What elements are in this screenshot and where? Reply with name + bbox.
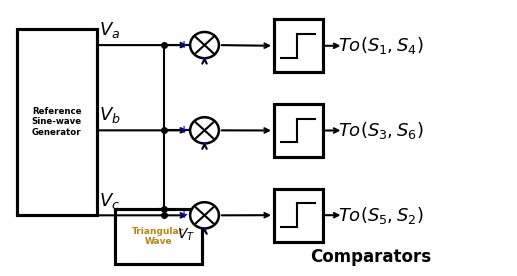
Text: -: - (202, 54, 207, 64)
Bar (274, 104, 323, 157)
Bar (115, 209, 202, 264)
Text: -: - (202, 139, 207, 149)
Text: +: + (180, 125, 188, 135)
Ellipse shape (190, 32, 219, 58)
Text: $V_T$: $V_T$ (177, 227, 195, 243)
Text: +: + (180, 210, 188, 220)
Text: Triangular
Wave: Triangular Wave (132, 227, 184, 246)
Text: $To(S_5, S_2)$: $To(S_5, S_2)$ (338, 205, 424, 226)
Text: +: + (180, 40, 188, 50)
Text: $V_a$: $V_a$ (99, 20, 120, 40)
Text: Comparators: Comparators (310, 248, 431, 266)
Ellipse shape (190, 202, 219, 229)
Text: Reference
Sine-wave
Generator: Reference Sine-wave Generator (32, 107, 82, 137)
Ellipse shape (190, 117, 219, 144)
Text: $V_c$: $V_c$ (99, 191, 120, 211)
Bar (17, 29, 97, 214)
Text: $To(S_3, S_6)$: $To(S_3, S_6)$ (338, 120, 424, 141)
Text: -: - (202, 224, 207, 234)
Bar (274, 189, 323, 242)
Text: $V_b$: $V_b$ (99, 105, 121, 125)
Text: $To(S_1, S_4)$: $To(S_1, S_4)$ (338, 34, 424, 55)
Bar (274, 19, 323, 72)
